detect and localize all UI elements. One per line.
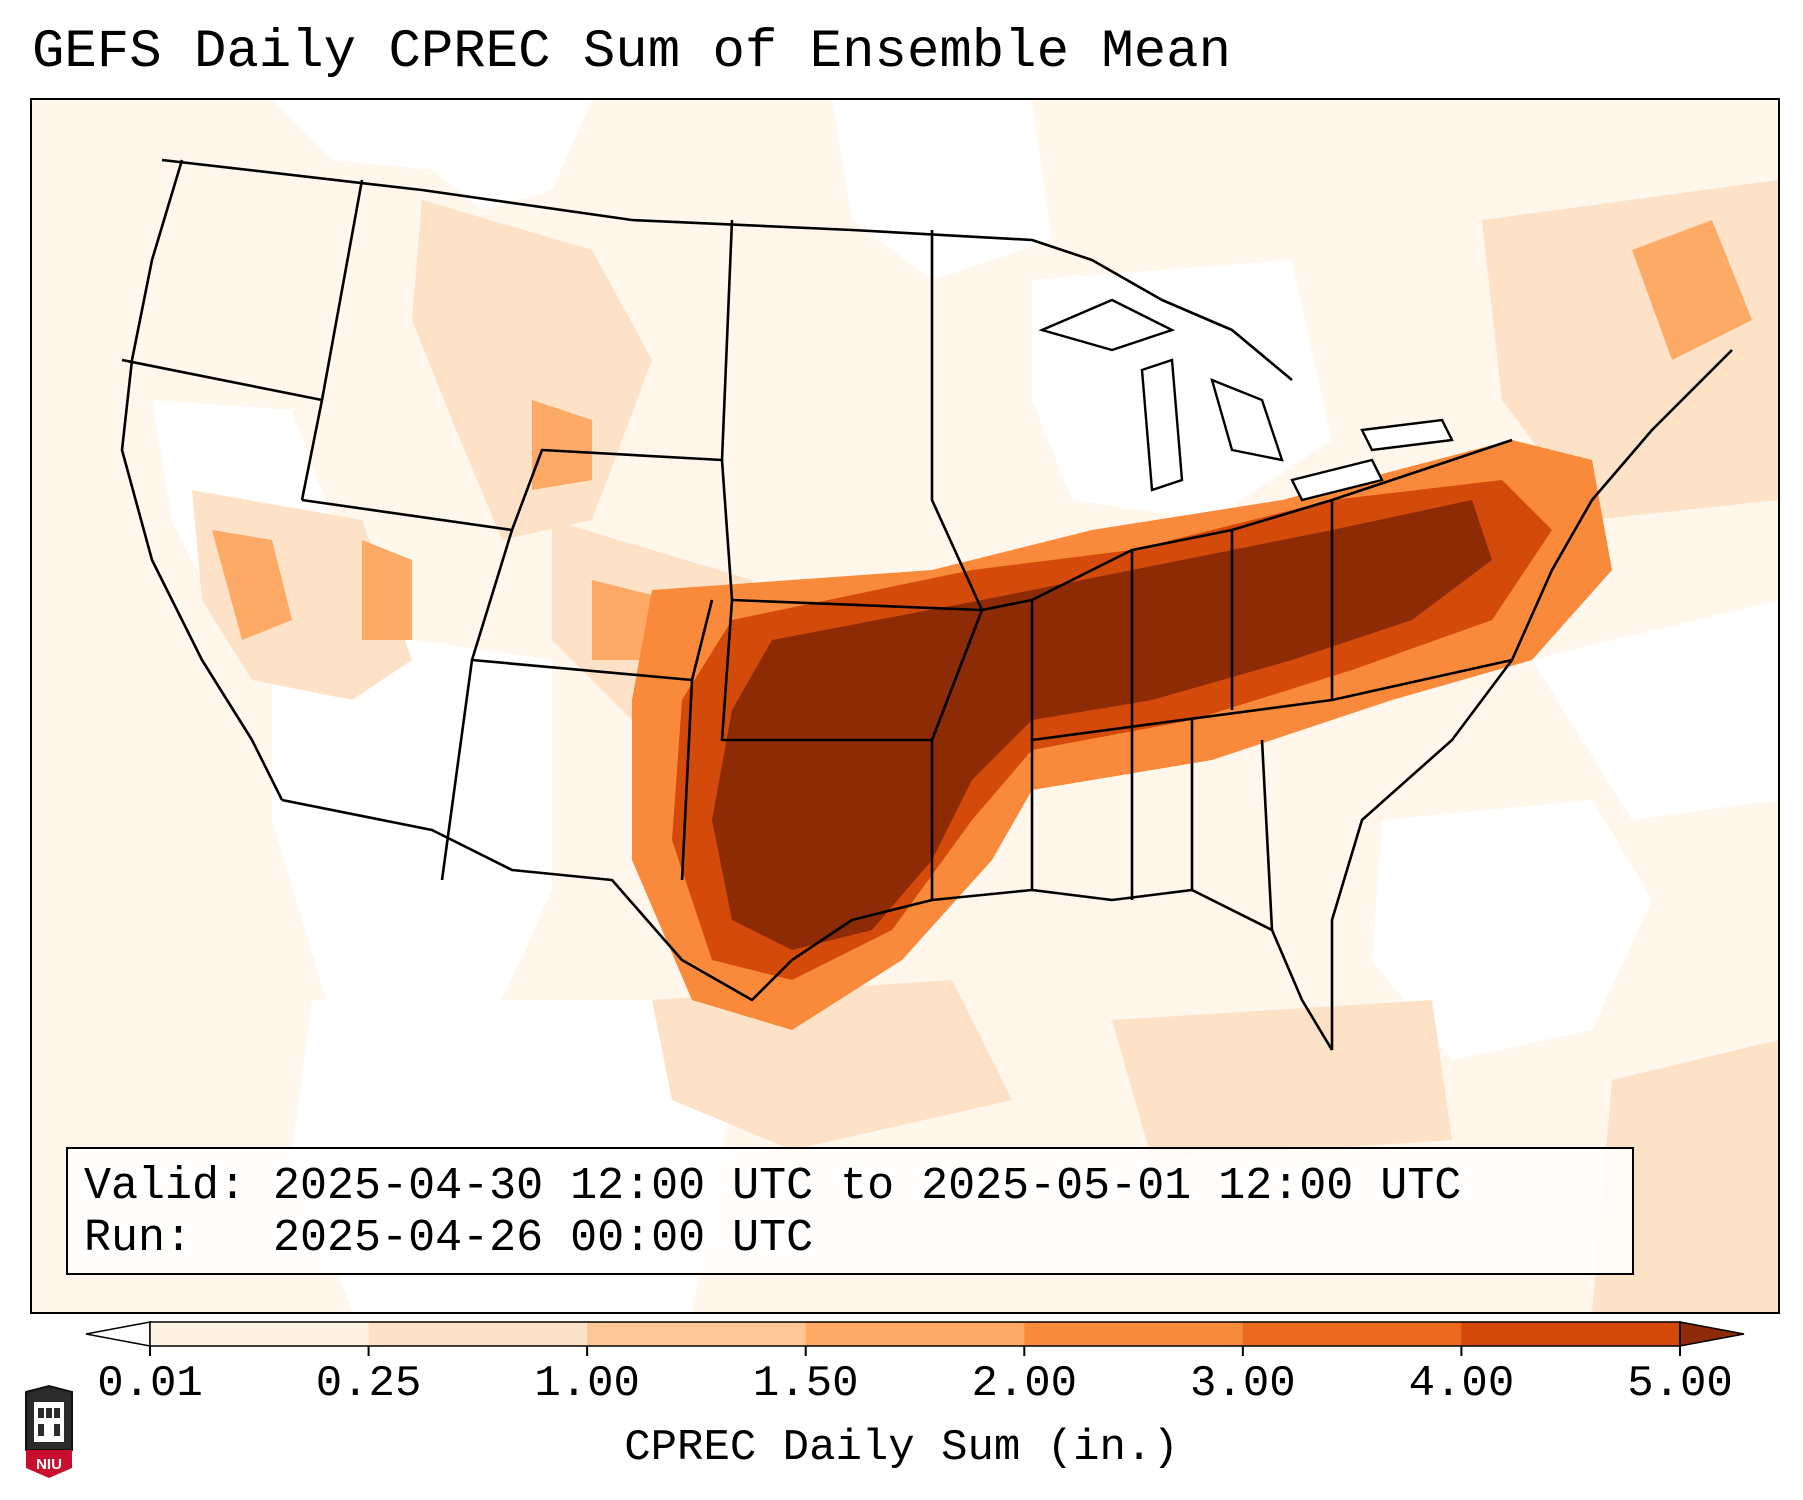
colorbar-segment: [805, 1322, 1025, 1346]
colorbar-segment: [368, 1322, 588, 1346]
state-boundaries: [120, 158, 1733, 1051]
great-lakes: [1038, 298, 1454, 502]
dry-regions: [152, 100, 1778, 1312]
colorbar-tick-label: 2.00: [971, 1359, 1078, 1409]
colorbar-tick-label: 3.00: [1190, 1359, 1296, 1409]
colorbar-tick-label: 1.00: [534, 1359, 640, 1409]
valid-value: 2025-04-30 12:00 UTC to 2025-05-01 12:00…: [273, 1161, 1462, 1212]
colorbar: [70, 1310, 1750, 1366]
colorbar-under-triangle: [85, 1321, 151, 1347]
colorbar-over-triangle: [1679, 1321, 1745, 1347]
precipitation-map: [30, 98, 1780, 1314]
colorbar-tick-label: 1.50: [752, 1359, 859, 1409]
valid-run-info-box: Valid: 2025-04-30 12:00 UTC to 2025-05-0…: [66, 1147, 1634, 1275]
colorbar-outline: [149, 1321, 1681, 1347]
colorbar-segment: [150, 1322, 370, 1346]
colorbar-label: CPREC Daily Sum (in.): [624, 1423, 1179, 1473]
colorbar-tick-label: 0.01: [97, 1359, 203, 1409]
valid-label: Valid:: [84, 1161, 247, 1212]
colorbar-tick-label: 0.25: [315, 1359, 422, 1409]
medium-precip: [212, 220, 1752, 660]
run-row: Run: 2025-04-26 00:00 UTC: [84, 1213, 1616, 1265]
map-title: GEFS Daily CPREC Sum of Ensemble Mean: [32, 22, 1231, 83]
colorbar-tick-label: 5.00: [1627, 1359, 1733, 1409]
valid-row: Valid: 2025-04-30 12:00 UTC to 2025-05-0…: [84, 1161, 1616, 1213]
colorbar-segment: [1461, 1322, 1681, 1346]
heavy-precip-core: [712, 500, 1492, 950]
colorbar-segment: [1024, 1322, 1244, 1346]
run-value: 2025-04-26 00:00 UTC: [273, 1213, 814, 1264]
colorbar-segment: [587, 1322, 807, 1346]
logo-text: NIU: [36, 1456, 62, 1473]
colorbar-graphic: [85, 1321, 1745, 1356]
run-label: Run:: [84, 1213, 193, 1264]
map-canvas: [32, 100, 1778, 1312]
niu-logo: NIU: [20, 1384, 78, 1480]
colorbar-tick-label: 4.00: [1408, 1359, 1515, 1409]
colorbar-segment: [1242, 1322, 1462, 1346]
